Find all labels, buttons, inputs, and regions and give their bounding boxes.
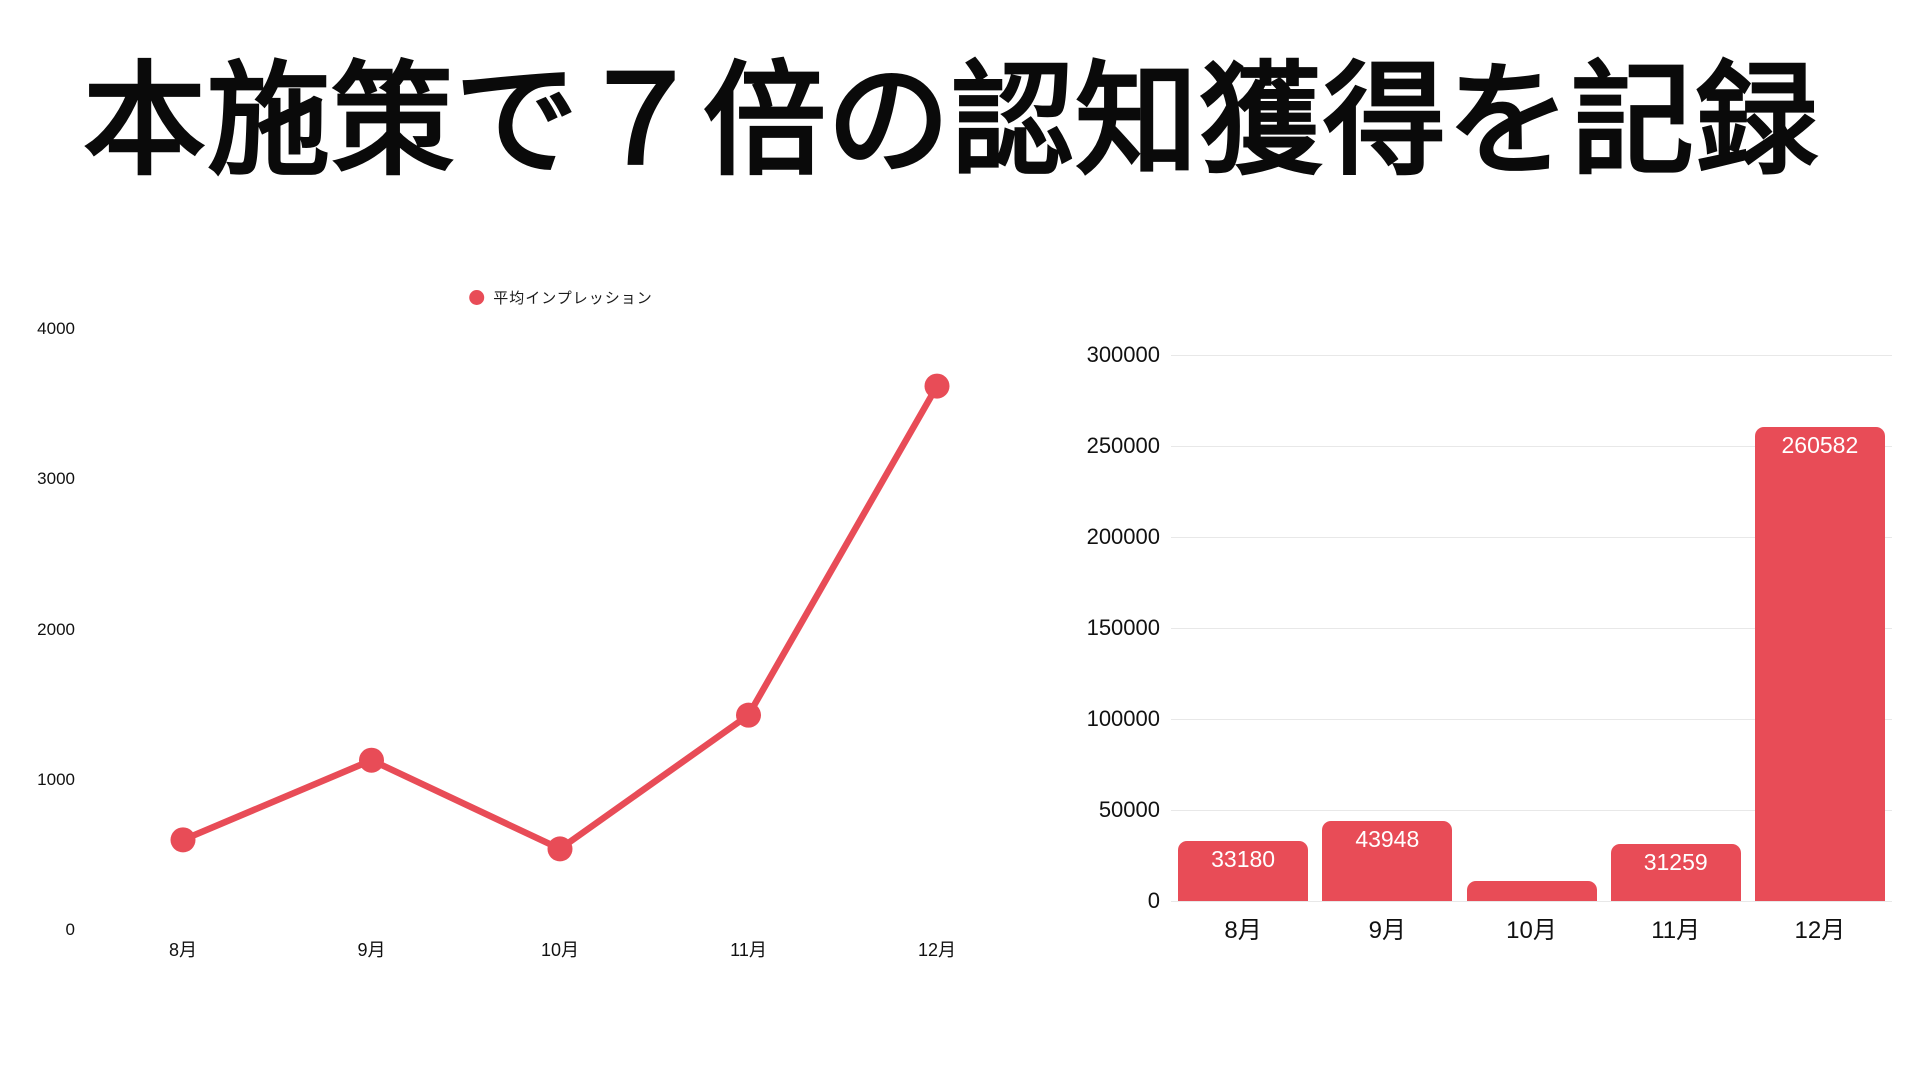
y-tick-label: 50000: [1098, 797, 1160, 822]
bar: 31259: [1610, 844, 1741, 901]
data-point-marker: [547, 836, 573, 862]
gridline: [1171, 810, 1892, 811]
bar: 33180: [1178, 840, 1309, 901]
data-point-marker: [736, 702, 761, 728]
x-tick-label: 10月: [1506, 917, 1557, 944]
y-tick-label: 150000: [1086, 615, 1160, 640]
gridline: [1171, 901, 1892, 902]
page-title: 本施策で７倍の認知獲得を記録: [83, 53, 1819, 190]
bar-value-label: 31259: [1643, 849, 1708, 876]
gridline: [1171, 446, 1892, 447]
bar-value-label: 33180: [1211, 845, 1276, 872]
y-tick-label: 0: [65, 920, 75, 939]
y-tick-label: 1000: [37, 769, 75, 789]
y-tick-label: 2000: [37, 619, 75, 639]
x-tick-label: 9月: [357, 940, 386, 960]
data-point-marker: [924, 373, 950, 399]
bar: 43948: [1322, 821, 1453, 901]
data-point-marker: [359, 747, 384, 773]
y-tick-label: 300000: [1086, 342, 1160, 367]
x-tick-label: 11月: [1651, 917, 1701, 944]
y-tick-label: 3000: [37, 469, 75, 489]
legend-label: 平均インプレッション: [493, 290, 653, 307]
x-tick-label: 12月: [1794, 917, 1846, 944]
bar-value-label: 260582: [1781, 431, 1859, 458]
x-tick-label: 8月: [168, 940, 198, 960]
gridline: [1171, 719, 1892, 720]
x-tick-label: 10月: [540, 940, 580, 960]
bar-value-label: 43948: [1355, 826, 1420, 852]
bar: 260582: [1754, 426, 1885, 901]
y-tick-label: 0: [1147, 888, 1160, 913]
x-tick-label: 12月: [917, 940, 957, 960]
gridline: [1171, 355, 1892, 356]
legend-dot-icon: [469, 290, 485, 305]
y-tick-label: 250000: [1086, 433, 1160, 458]
y-tick-label: 200000: [1086, 524, 1160, 549]
y-tick-label: 4000: [37, 319, 75, 338]
bar: [1466, 880, 1597, 901]
legend: 平均インプレッション: [469, 287, 653, 308]
data-point-marker: [170, 827, 196, 853]
x-tick-label: 11月: [730, 940, 767, 960]
gridline: [1171, 537, 1892, 538]
gridline: [1171, 628, 1892, 629]
y-tick-label: 100000: [1086, 706, 1160, 731]
x-tick-label: 8月: [1224, 917, 1262, 944]
x-tick-label: 9月: [1368, 917, 1406, 944]
